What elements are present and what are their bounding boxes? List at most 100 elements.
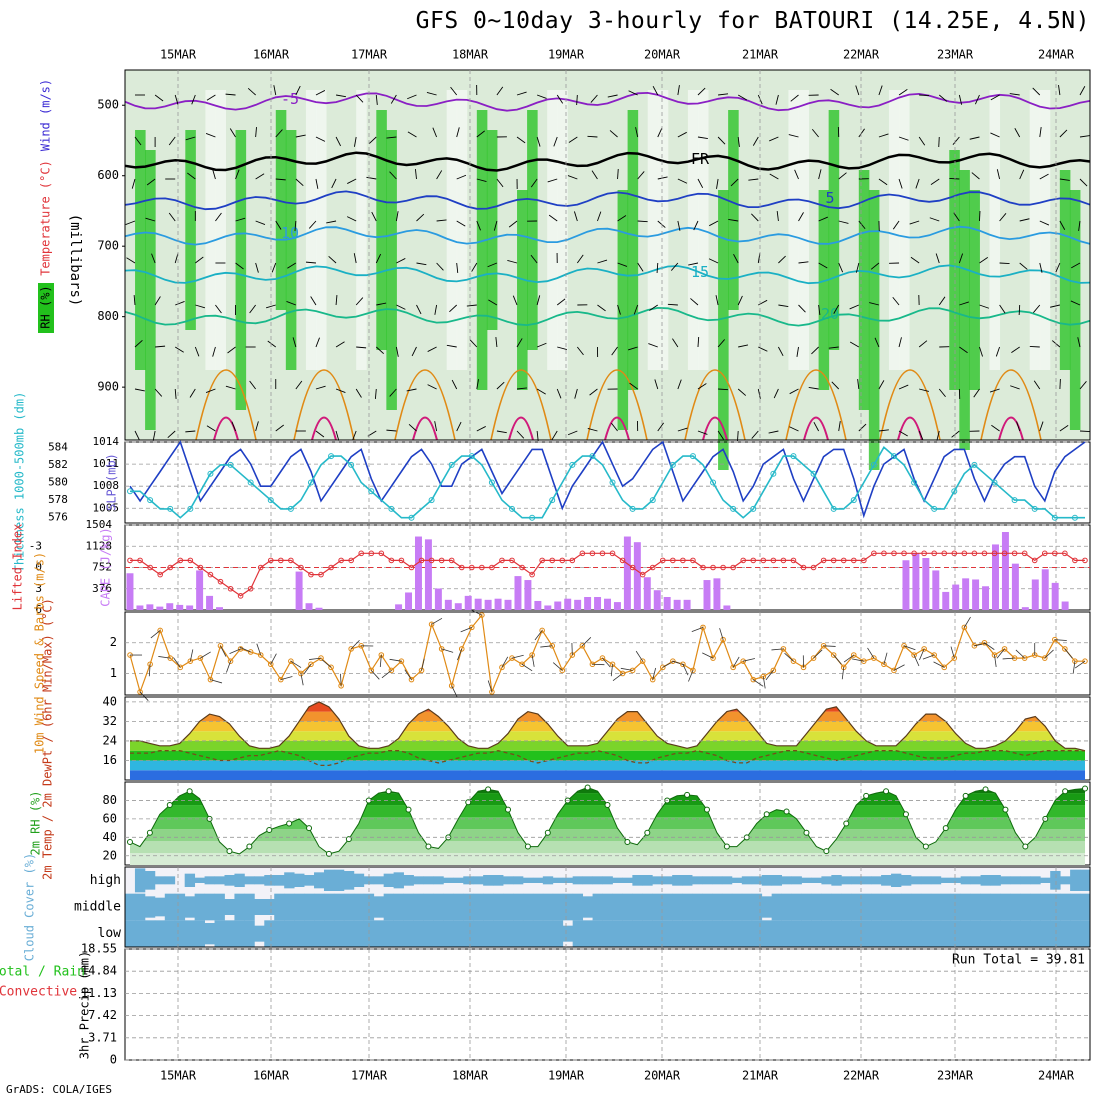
cloud-cell [950, 920, 962, 947]
wind-barb [353, 136, 357, 147]
cloud-cell [1070, 869, 1081, 891]
wind10m-barb [340, 673, 342, 686]
cloud-cell [702, 893, 713, 921]
thickness-point [589, 453, 596, 460]
wind10m-barb [379, 655, 382, 668]
li-point [911, 550, 917, 557]
li-point [800, 564, 807, 571]
rh-humid-cell [145, 150, 156, 430]
wind-barb [152, 430, 156, 441]
rh-band [129, 829, 1086, 842]
wind-barb [1019, 262, 1028, 270]
cape-bar [305, 603, 313, 610]
cape-bar [1031, 579, 1039, 610]
wind-barb [151, 253, 156, 264]
wind-barb [958, 253, 964, 264]
cloud-cell [1020, 893, 1031, 921]
wind-barb [951, 430, 960, 438]
wind10m-barb [389, 658, 402, 662]
wind-barb [898, 136, 909, 141]
cloud-cell [761, 875, 773, 886]
wind-barb [818, 216, 828, 222]
wind-barb [617, 304, 621, 315]
cloud-cell [801, 893, 812, 921]
cloud-cell [164, 876, 176, 885]
wind-barb [788, 134, 799, 138]
wind10m-point [720, 636, 726, 643]
rh-humid-cell [1069, 190, 1081, 430]
wind-barb [677, 427, 688, 432]
cloud-cell [602, 920, 613, 947]
li-point [368, 550, 375, 557]
thickness-point [629, 505, 636, 512]
isotherm-warm-line [195, 369, 257, 441]
li-point [438, 557, 445, 564]
cloud-cell [692, 893, 703, 921]
cloud-cell [522, 920, 534, 947]
rh-point [1082, 785, 1089, 792]
wind10m-barb [290, 660, 302, 668]
cape-bar [633, 542, 641, 610]
cape-bar [474, 598, 482, 610]
wind-barb [206, 425, 216, 432]
wind-barb [1010, 385, 1020, 390]
li-point [569, 557, 576, 564]
rh-legend-label: RH (%) [39, 285, 53, 328]
wind-barb [818, 262, 828, 269]
cape-bar [146, 604, 154, 610]
cape-bar [683, 599, 691, 610]
cape-bar [196, 570, 204, 610]
cape-bar [534, 600, 542, 610]
cloud-cell [771, 875, 782, 886]
cloud-cell [791, 876, 802, 885]
cloud-cell [383, 873, 395, 887]
cloud-cell [244, 920, 255, 947]
wind10m-barb [833, 654, 842, 665]
rh-band [129, 853, 1086, 865]
rh-point [902, 811, 909, 818]
wind-barb [294, 220, 297, 232]
li-point [871, 550, 877, 557]
cloud-row-label: high [90, 873, 121, 888]
wind-barb [990, 94, 1000, 101]
x-tick-label-bottom: 20MAR [644, 1069, 681, 1083]
wind-barb [287, 262, 297, 269]
wind-barb [516, 430, 525, 439]
cape-bar [574, 599, 582, 610]
wind-barb [849, 304, 860, 310]
wind-barb [432, 127, 438, 138]
thickness-point [328, 453, 335, 460]
wind-barb [346, 216, 357, 222]
wind10m-point [468, 624, 475, 631]
li-point [1041, 550, 1048, 557]
wind-barb [1079, 86, 1086, 96]
cape-bar [484, 599, 492, 610]
cape-bar [176, 604, 184, 610]
rh-dry-cell [1039, 90, 1051, 370]
cloud-cell [702, 876, 713, 885]
cloud-cell [393, 920, 404, 947]
cloud-cell [592, 920, 603, 947]
cloud-cell [841, 920, 852, 947]
wind-barb [995, 346, 1000, 357]
temperature-legend-label: Temperature (°C) [39, 160, 53, 276]
cloud-cell [552, 877, 564, 883]
wind10m-barb [487, 680, 493, 693]
cloud-cell [333, 920, 345, 947]
cloud-cell [443, 877, 454, 883]
cloud-cell [960, 876, 972, 885]
wind-barb [215, 304, 222, 314]
cloud-cell [294, 893, 305, 921]
cloud-cell [672, 875, 683, 886]
cape-bar [216, 607, 223, 610]
wind10m-point [418, 667, 425, 674]
wind-barb [427, 346, 437, 352]
wind-barb [308, 220, 317, 229]
wind10m-point [408, 676, 415, 683]
wind10m-point [257, 652, 264, 658]
rh-point [723, 843, 730, 850]
cloud-cell [443, 893, 454, 921]
rh-point [922, 843, 929, 850]
li-point [348, 557, 354, 564]
wind-barb [778, 346, 784, 357]
